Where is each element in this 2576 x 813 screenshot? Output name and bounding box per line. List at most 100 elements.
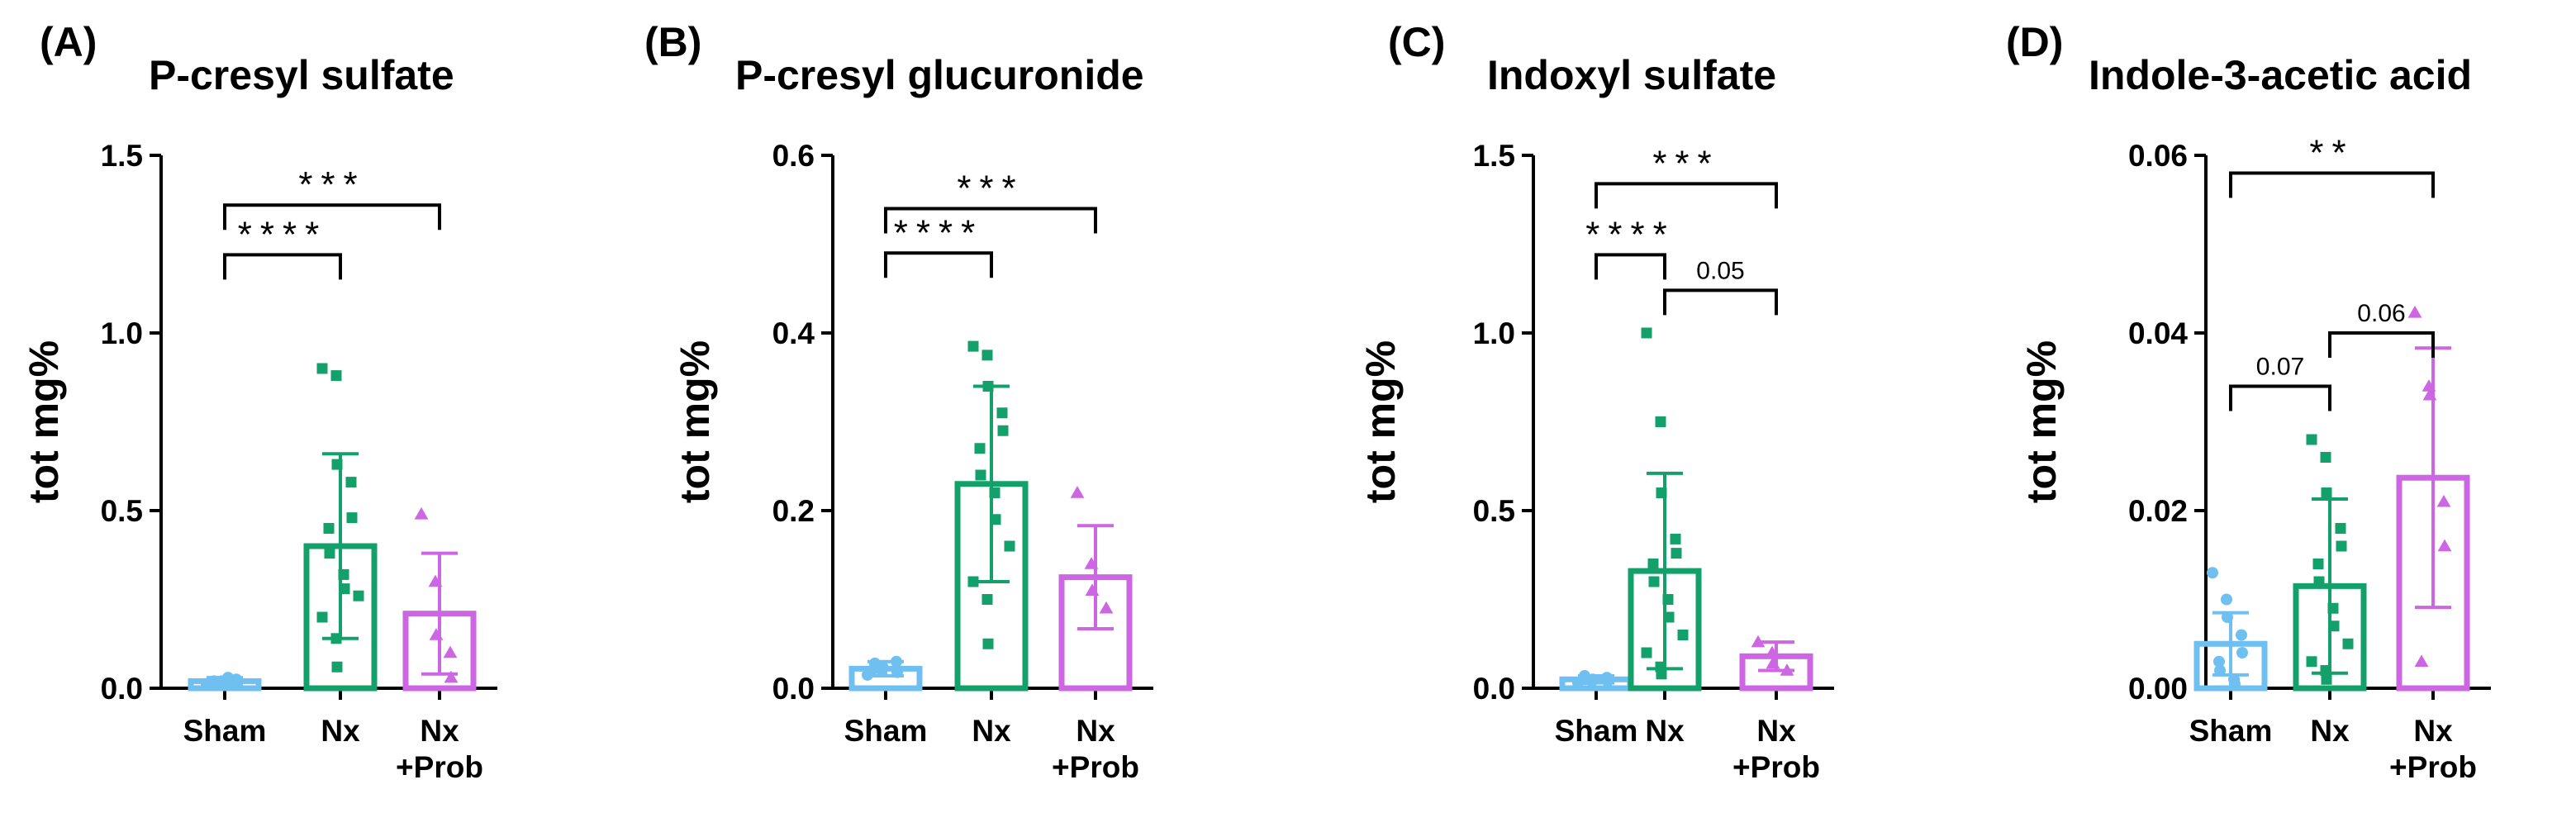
chart-panel-c: (C) Indoxyl sulfate tot mg% 0.0 0.5 1.0 1.5 Sha… [1357,19,1834,784]
data-point [981,349,993,361]
data-point [324,548,335,559]
data-point [1084,557,1099,569]
data-point [323,523,335,534]
data-point [2313,576,2325,587]
x-category-label: Nx [420,714,459,748]
x-category-label: Nx [321,714,360,748]
panel-letter: (B) [644,19,701,65]
significance-bracket [884,207,1097,234]
data-point [208,675,220,687]
data-point [346,512,358,524]
panel-title: P-cresyl sulfate [149,52,454,98]
y-tick-label: 0.0 [772,672,815,706]
data-point [339,583,350,595]
data-point [989,487,1000,498]
data-point [1602,675,1614,687]
y-axis-label: tot mg% [21,340,67,503]
data-point [2422,387,2437,401]
x-category-label: Nx [1076,714,1115,748]
x-category-label: Nx [2413,714,2453,748]
data-point [1004,540,1015,552]
x-category-label: Sham [1555,714,1638,748]
data-point [1662,594,1674,605]
data-point [1677,630,1689,640]
data-point [330,370,342,382]
data-point [981,594,993,605]
data-point [990,514,1001,525]
y-tick-label: 0.4 [772,316,815,350]
y-tick-label: 0.02 [2128,494,2188,528]
significance-bracket [1663,288,1778,316]
panel-title: P-cresyl glucuronide [735,52,1144,98]
significance-label: ** [2309,133,2354,174]
data-point [2222,611,2233,623]
data-point [2213,655,2225,668]
significance-bracket [1595,182,1778,209]
y-tick-label: 1.5 [101,139,143,173]
data-point [1648,576,1660,587]
data-point [1647,559,1659,569]
significance-bracket [223,203,441,231]
data-point [2407,305,2422,318]
x-category-label: Nx [2310,714,2350,748]
data-point [2342,638,2354,649]
y-tick-label: 0.6 [772,139,815,173]
x-category-label: Nx [1756,714,1796,748]
data-point [996,407,1008,419]
data-point [1766,656,1780,669]
significance-bracket [2229,384,2331,411]
data-point [2437,539,2452,552]
significance-bracket [2229,171,2435,198]
significance-bracket [223,253,342,280]
x-category-label: Nx [972,714,1011,748]
data-point [414,506,429,520]
y-tick-label: 0.00 [2128,672,2188,706]
data-point [2236,629,2247,641]
chart-panel-b: (B) P-cresyl glucuronide tot mg% 0.0 0.2 0.4 0… [644,19,1153,784]
significance-label: **** [1585,214,1675,254]
y-tick-label: 0.5 [1473,494,1515,528]
data-point [967,340,979,352]
y-tick-label: 1.5 [1473,139,1515,173]
x-category-label: Sham [183,714,267,748]
data-point [1641,327,1652,339]
data-point [1656,487,1667,498]
data-point [982,381,994,392]
data-point [891,666,903,678]
data-point [2229,678,2241,690]
significance-label: *** [298,164,365,205]
data-point [1070,486,1085,498]
data-point [2306,656,2317,668]
data-point [1656,668,1667,680]
significance-label: *** [957,169,1024,209]
data-point [316,611,328,623]
significance-bracket [2328,331,2435,358]
y-tick-label: 0.06 [2128,139,2188,173]
data-point [353,590,364,601]
data-point [1641,647,1652,658]
data-point [331,661,343,673]
significance-label: 0.07 [2256,354,2304,381]
data-point [1099,601,1114,614]
data-point [429,628,444,640]
data-point [2414,654,2429,668]
data-point [1580,673,1591,686]
y-tick-label: 0.0 [101,672,143,706]
data-point [1670,533,1681,544]
panel-title: Indoxyl sulfate [1487,52,1776,98]
data-point [869,657,881,669]
data-point [2312,559,2324,569]
significance-label: **** [894,212,984,253]
x-category-label: +Prob [1052,750,1139,784]
chart-panel-a: (A) P-cresyl sulfate tot mg% 0.0 0.5 1.0 1.5 Sh… [21,19,497,784]
data-point [2320,665,2331,676]
x-category-label: Nx [1645,714,1685,748]
data-point [1085,583,1100,597]
data-point [2214,664,2226,677]
data-point [2436,494,2451,507]
data-point [1780,663,1794,676]
data-point [330,633,342,644]
y-tick-label: 0.5 [101,494,143,528]
data-point [974,443,986,454]
